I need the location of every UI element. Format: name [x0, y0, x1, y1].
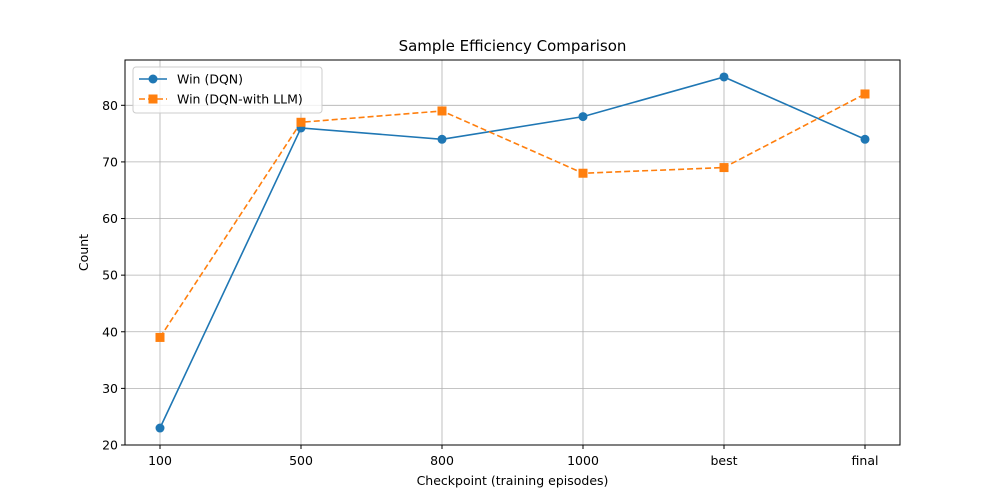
- legend-label: Win (DQN-with LLM): [177, 92, 303, 107]
- y-tick-label: 80: [102, 98, 118, 113]
- data-point-square: [719, 163, 729, 173]
- x-tick-label: 500: [289, 453, 313, 468]
- series-2: [155, 89, 870, 342]
- data-point-square: [578, 168, 588, 178]
- x-tick-label: best: [710, 453, 737, 468]
- legend: Win (DQN) Win (DQN-with LLM): [132, 66, 323, 114]
- series-line: [159, 93, 866, 338]
- legend-marker-square: [148, 94, 158, 104]
- y-axis-label: Count: [76, 234, 91, 271]
- y-tick-label: 20: [102, 438, 118, 453]
- data-point-square: [860, 89, 870, 99]
- data-point-square: [155, 332, 165, 342]
- x-tick-label: final: [852, 453, 879, 468]
- y-tick-label: 30: [102, 381, 118, 396]
- axis-ticks: 100 500 800 1000 best final 20 30 40 50 60 70 80: [102, 98, 878, 468]
- x-tick-label: 800: [430, 453, 454, 468]
- plot-series: [155, 72, 870, 433]
- series-line: [159, 76, 866, 429]
- legend-box: [132, 66, 323, 114]
- data-point-circle: [719, 72, 729, 82]
- data-point-circle: [860, 134, 870, 144]
- data-point-square: [296, 117, 306, 127]
- x-tick-label: 100: [148, 453, 172, 468]
- data-point-circle: [437, 134, 447, 144]
- data-point-circle: [578, 112, 588, 122]
- axes-frame: [124, 59, 901, 446]
- data-point-circle: [155, 423, 165, 433]
- x-tick-label: 1000: [567, 453, 599, 468]
- y-tick-label: 50: [102, 268, 118, 283]
- x-axis-label: Checkpoint (training episodes): [417, 473, 609, 488]
- series-1: [155, 72, 870, 433]
- legend-marker-circle: [148, 74, 158, 84]
- y-tick-label: 70: [102, 154, 118, 169]
- legend-label: Win (DQN): [177, 72, 243, 87]
- data-point-square: [437, 106, 447, 116]
- chart-title: Sample Efficiency Comparison: [399, 37, 627, 55]
- y-tick-label: 40: [102, 324, 118, 339]
- y-tick-label: 60: [102, 211, 118, 226]
